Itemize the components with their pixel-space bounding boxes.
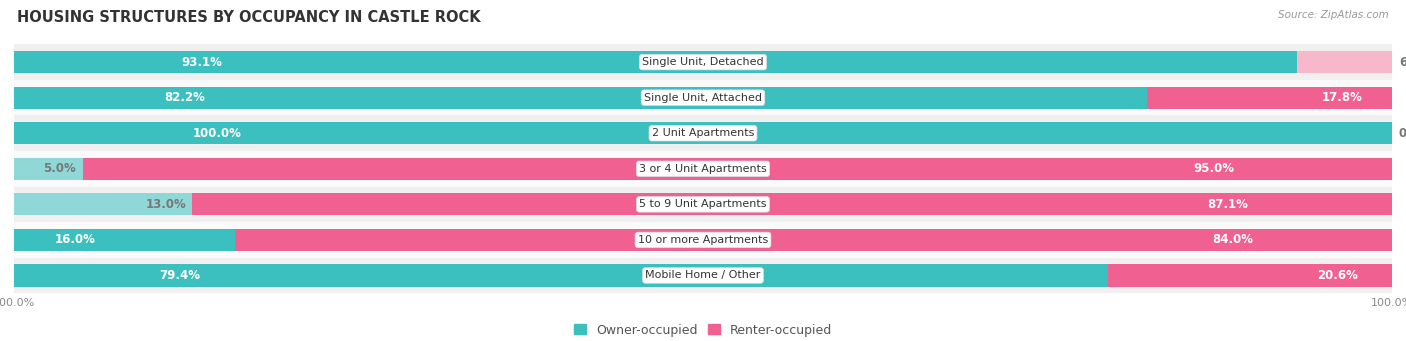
Text: 93.1%: 93.1% — [181, 56, 222, 69]
Bar — [14, 258, 1392, 293]
Text: Source: ZipAtlas.com: Source: ZipAtlas.com — [1278, 10, 1389, 20]
Text: 5 to 9 Unit Apartments: 5 to 9 Unit Apartments — [640, 199, 766, 209]
Text: 100.0%: 100.0% — [193, 127, 242, 140]
Bar — [191, 193, 1392, 216]
Bar — [14, 187, 1392, 222]
Text: 17.8%: 17.8% — [1322, 91, 1362, 104]
Text: HOUSING STRUCTURES BY OCCUPANCY IN CASTLE ROCK: HOUSING STRUCTURES BY OCCUPANCY IN CASTL… — [17, 10, 481, 25]
Bar — [14, 116, 1392, 151]
Text: 16.0%: 16.0% — [55, 234, 96, 247]
Text: 0.0%: 0.0% — [1399, 127, 1406, 140]
Text: 3 or 4 Unit Apartments: 3 or 4 Unit Apartments — [640, 164, 766, 174]
Text: 10 or more Apartments: 10 or more Apartments — [638, 235, 768, 245]
Bar — [1296, 51, 1392, 73]
Text: 79.4%: 79.4% — [159, 269, 200, 282]
Bar — [14, 229, 235, 251]
Text: 13.0%: 13.0% — [146, 198, 186, 211]
Text: 20.6%: 20.6% — [1317, 269, 1358, 282]
Bar — [14, 158, 83, 180]
Text: 87.1%: 87.1% — [1206, 198, 1249, 211]
Bar — [14, 265, 1108, 286]
Bar — [83, 158, 1392, 180]
Text: 2 Unit Apartments: 2 Unit Apartments — [652, 128, 754, 138]
Bar — [1147, 87, 1392, 109]
Bar — [14, 87, 1147, 109]
Bar — [14, 51, 1296, 73]
Bar — [235, 229, 1392, 251]
Text: Single Unit, Detached: Single Unit, Detached — [643, 57, 763, 67]
Bar — [14, 44, 1392, 80]
Bar — [14, 222, 1392, 258]
Text: Single Unit, Attached: Single Unit, Attached — [644, 93, 762, 103]
Legend: Owner-occupied, Renter-occupied: Owner-occupied, Renter-occupied — [568, 319, 838, 341]
Text: 5.0%: 5.0% — [44, 162, 76, 175]
Text: 82.2%: 82.2% — [163, 91, 205, 104]
Text: Mobile Home / Other: Mobile Home / Other — [645, 270, 761, 281]
Bar — [14, 80, 1392, 116]
Text: 84.0%: 84.0% — [1212, 234, 1253, 247]
Bar — [1108, 265, 1392, 286]
Text: 95.0%: 95.0% — [1194, 162, 1234, 175]
Bar — [14, 193, 193, 216]
Bar — [14, 151, 1392, 187]
Bar — [14, 122, 1392, 144]
Text: 6.9%: 6.9% — [1399, 56, 1406, 69]
